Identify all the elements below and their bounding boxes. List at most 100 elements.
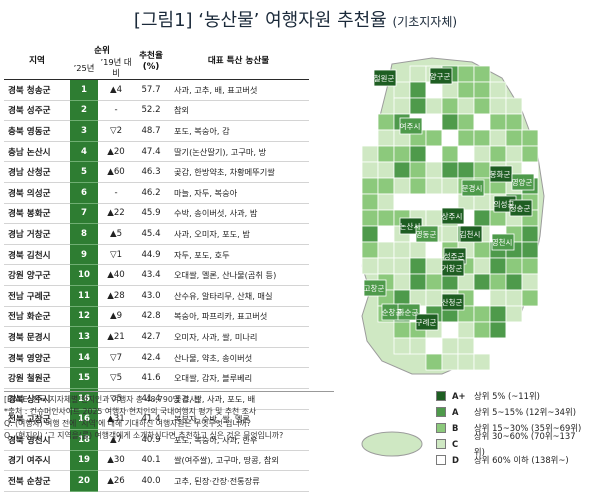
cell-product: 산나물, 약초, 송이버섯 <box>168 347 310 369</box>
county-cell <box>425 337 443 355</box>
cell-product: 곶감, 쌀, 사과, 포도, 배 <box>168 388 310 410</box>
county-cell <box>473 145 491 163</box>
legend-swatch <box>436 455 446 465</box>
cell-score: 48.7 <box>134 120 169 142</box>
cell-product: 오대쌀, 멜론, 산나물(곰취 등) <box>168 264 310 286</box>
cell-region: 경기 여주시 <box>4 450 70 472</box>
county-cell <box>377 241 395 259</box>
county-cell <box>489 337 507 355</box>
county-cell <box>457 113 475 131</box>
cell-rank: 5 <box>70 161 98 183</box>
county-cell <box>521 241 539 259</box>
cell-change: ▲4 <box>98 79 135 101</box>
county-cell <box>489 145 507 163</box>
legend-item: B 상위 15~30% (35위~69위) <box>436 420 586 436</box>
cell-change: - <box>98 182 135 204</box>
cell-score: 52.2 <box>134 100 169 122</box>
cell-product: 오대쌀, 감자, 블루베리 <box>168 367 310 389</box>
county-cell <box>425 161 443 179</box>
highlight-county <box>399 117 423 135</box>
county-cell <box>457 145 475 163</box>
county-cell <box>425 273 443 291</box>
cell-change: ▽1 <box>98 244 135 266</box>
county-cell <box>457 337 475 355</box>
cell-region: 경북 영천시 <box>4 429 70 451</box>
county-cell <box>377 161 395 179</box>
county-cell <box>457 353 475 371</box>
cell-product: 곶감, 한방약초, 차황메뚜기쌀 <box>168 161 310 183</box>
county-cell <box>441 225 459 243</box>
county-cell <box>489 129 507 147</box>
table-row: 전북 순창군 20 ▲26 40.0 고추, 된장·간장·전통장류 <box>4 470 310 492</box>
county-cell <box>425 97 443 115</box>
note-base: [BASE: 전국 지자체별 현지인과 여행자 총 48,790명 조사] <box>4 391 334 406</box>
county-cell <box>393 145 411 163</box>
cell-rank: 20 <box>70 470 98 492</box>
cell-rank: 1 <box>70 79 98 101</box>
cell-score: 44.9 <box>134 244 169 266</box>
legend-swatch <box>436 391 446 401</box>
table-body: 경북 청송군 1 ▲4 57.7 사과, 고추, 배, 표고버섯 경북 성주군 2-52.2… <box>4 79 310 492</box>
cell-score: 42.4 <box>134 347 169 369</box>
cell-score: 46.2 <box>134 182 169 204</box>
cell-product: 산수유, 알타리무, 산채, 매실 <box>168 285 310 307</box>
county-cell <box>361 161 379 179</box>
table-row: 강원 철원군 15 ▽5 41.6 오대쌀, 감자, 블루베리 <box>4 367 310 389</box>
cell-region: 경북 영양군 <box>4 347 70 369</box>
legend-swatch <box>436 423 446 433</box>
county-cell <box>489 81 507 99</box>
county-cell <box>361 225 379 243</box>
county-cell <box>393 193 411 211</box>
cell-rank: 3 <box>70 120 98 142</box>
legend-label: 상위 60% 이하 (138위~) <box>474 455 569 465</box>
county-cell <box>425 257 443 275</box>
county-cell <box>473 241 491 259</box>
county-cell <box>441 97 459 115</box>
map-regions <box>361 57 545 457</box>
county-cell <box>441 113 459 131</box>
county-cell <box>505 257 523 275</box>
county-cell <box>409 177 427 195</box>
map-label: 구례군 <box>416 317 437 327</box>
county-cell <box>425 113 443 131</box>
cell-rank: 19 <box>70 450 98 472</box>
county-cell <box>361 209 379 227</box>
county-cell <box>409 81 427 99</box>
county-cell <box>505 113 523 131</box>
county-cell <box>457 321 475 339</box>
cell-region: 경북 성주군 <box>4 100 70 122</box>
cell-score: 47.4 <box>134 141 169 163</box>
table-row: 경북 봉화군 7 ▲22 45.9 수박, 송이버섯, 사과, 밤 <box>4 203 310 225</box>
county-cell <box>409 241 427 259</box>
table-row: 경북 의성군 6-46.2 마늘, 자두, 복숭아 <box>4 182 310 204</box>
county-cell <box>409 65 427 83</box>
county-cell <box>505 321 523 339</box>
chart-title: [그림1] ‘농산물’ 여행자원 추천율 (기초지자체) <box>0 6 591 32</box>
cell-change: ▲21 <box>98 326 135 348</box>
map-label: 성주군 <box>444 252 465 261</box>
legend-label: 상위 15~30% (35위~69위) <box>474 423 582 433</box>
county-cell <box>489 113 507 131</box>
cell-change: ▽5 <box>98 388 135 410</box>
cell-product: 쌀(여주쌀), 고구마, 땅콩, 참외 <box>168 450 310 472</box>
county-cell <box>393 273 411 291</box>
table-row: 경북 성주군 2-52.2 참외 <box>4 100 310 122</box>
county-cell <box>409 337 427 355</box>
highlight-county <box>441 207 465 225</box>
header-rank-group: 순위 <box>94 46 110 56</box>
cell-change: ▲20 <box>98 141 135 163</box>
table-row: 경북 영양군 14 ▽7 42.4 산나물, 약초, 송이버섯 <box>4 347 310 369</box>
county-cell <box>473 129 491 147</box>
county-cell <box>473 353 491 371</box>
highlight-county <box>363 279 387 297</box>
legend: A+ 상위 5% (~11위) A 상위 5~15% (12위~34위) B 상위 15~… <box>436 388 586 468</box>
county-cell <box>473 113 491 131</box>
cell-product: 딸기(논산딸기), 고구마, 방 <box>168 141 310 163</box>
cell-rank: 10 <box>70 264 98 286</box>
map-label: 고창군 <box>364 284 385 293</box>
cell-score: 41.4 <box>134 388 169 410</box>
county-cell <box>425 209 443 227</box>
cell-product: 포도, 복숭아, 감 <box>168 120 310 142</box>
county-cell <box>409 193 427 211</box>
